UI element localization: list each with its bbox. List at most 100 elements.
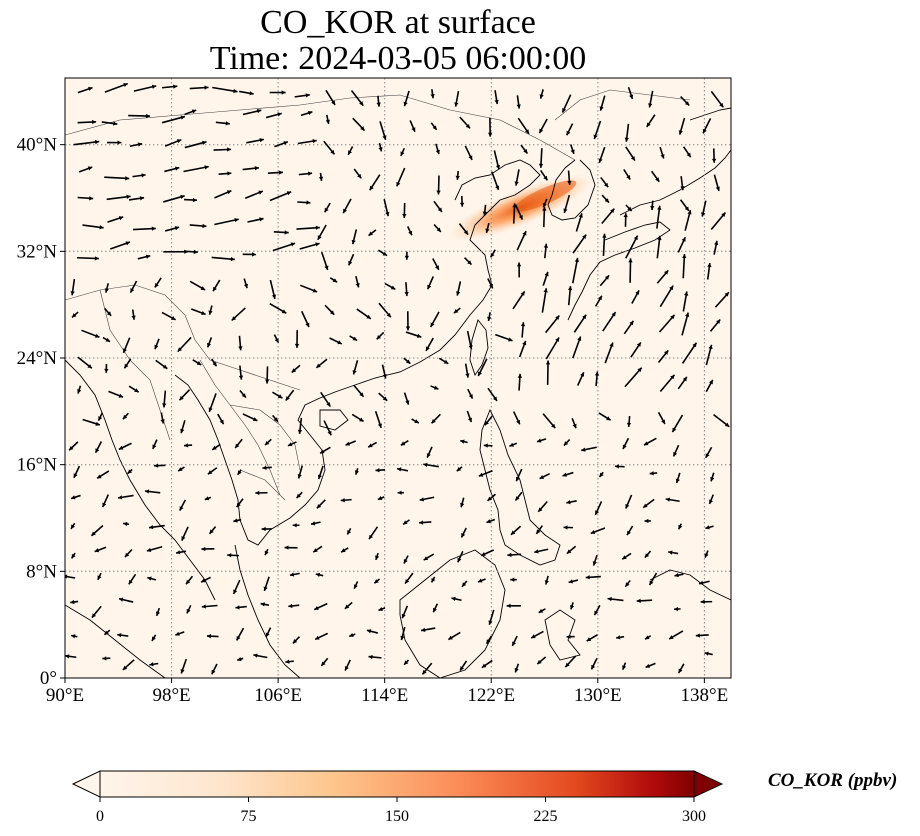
wind-arrow [602, 233, 607, 256]
wind-arrow [705, 344, 713, 366]
wind-arrow [520, 144, 529, 154]
wind-vectors [65, 82, 730, 675]
wind-arrow [657, 349, 669, 363]
wind-arrow [599, 274, 610, 287]
wind-arrow [78, 166, 93, 173]
wind-arrow [545, 337, 560, 360]
wind-arrow [318, 172, 324, 181]
wind-arrow [200, 576, 211, 583]
wind-arrow [705, 525, 714, 530]
wind-arrow [602, 311, 617, 332]
wind-arrow [530, 630, 544, 639]
wind-arrow [649, 471, 658, 476]
wind-arrow [495, 333, 513, 342]
wind-arrow [621, 662, 627, 670]
wind-arrow [340, 498, 352, 503]
wind-arrow [675, 472, 681, 484]
wind-arrow [659, 146, 665, 159]
wind-arrow [642, 498, 655, 509]
wind-arrow [453, 307, 461, 314]
wind-arrow [458, 223, 469, 236]
lon-tick-label: 130°E [574, 685, 622, 706]
wind-arrow [626, 415, 632, 427]
wind-arrow [204, 496, 212, 501]
wind-arrow [457, 551, 464, 563]
wind-arrow [684, 209, 692, 231]
wind-arrow [480, 549, 495, 557]
wind-arrow [447, 631, 461, 641]
wind-arrow [403, 659, 410, 666]
wind-arrow [91, 605, 102, 619]
wind-arrow [373, 578, 381, 584]
wind-arrow [292, 636, 301, 644]
wind-arrow [323, 140, 336, 155]
wind-arrow [273, 334, 280, 344]
wind-arrow [594, 295, 603, 307]
wind-arrow [624, 123, 630, 142]
wind-arrow [90, 524, 104, 537]
wind-arrow [384, 282, 396, 291]
wind-arrow [349, 335, 358, 342]
wind-arrow [405, 311, 411, 331]
map-panel [65, 78, 731, 678]
wind-arrow [404, 282, 409, 297]
wind-arrow [206, 337, 213, 348]
wind-arrow [231, 307, 246, 322]
wind-arrow [677, 236, 687, 253]
wind-arrow [459, 195, 465, 207]
wind-arrow [287, 441, 297, 447]
wind-arrow [563, 194, 571, 214]
wind-arrow [378, 302, 392, 318]
wind-arrow [598, 412, 612, 421]
wind-arrow [208, 305, 213, 315]
wind-arrow [430, 413, 441, 424]
wind-arrow [623, 320, 635, 335]
wind-arrow [467, 388, 474, 399]
colorbar-extend-max [693, 770, 724, 798]
wind-arrow [214, 217, 239, 226]
wind-arrow [320, 391, 331, 408]
wind-arrow [543, 243, 549, 259]
wind-arrow [456, 281, 462, 296]
wind-arrow [426, 276, 435, 290]
wind-arrow [325, 89, 336, 106]
wind-arrow [175, 550, 187, 555]
wind-arrow [650, 170, 660, 183]
wind-arrow [538, 148, 544, 168]
wind-arrow [411, 418, 420, 424]
wind-arrow [405, 331, 422, 338]
wind-arrow [677, 663, 685, 674]
lat-tick-label: 40°N [17, 135, 58, 156]
wind-arrow [487, 312, 492, 322]
wind-arrow [101, 494, 110, 508]
wind-arrow [378, 392, 388, 402]
wind-arrow [644, 635, 652, 640]
wind-arrow [514, 169, 520, 186]
wind-arrow [536, 656, 547, 665]
wind-arrow [347, 253, 355, 266]
wind-arrow [155, 359, 168, 370]
wind-arrow [235, 627, 245, 641]
wind-arrow [265, 112, 282, 119]
wind-arrow [70, 494, 81, 500]
wind-arrow [101, 121, 118, 126]
wind-arrow [133, 84, 157, 92]
wind-arrow [313, 602, 328, 611]
wind-arrow [460, 527, 467, 538]
country-borders [65, 89, 691, 501]
wind-arrow [137, 254, 151, 260]
wind-arrow [460, 439, 468, 444]
wind-arrow [628, 258, 633, 283]
lon-tick-label: 90°E [46, 685, 84, 706]
wind-arrow [601, 194, 610, 204]
wind-arrow [706, 262, 712, 280]
wind-arrow [110, 241, 131, 250]
wind-arrow [180, 420, 186, 434]
wind-arrow [636, 598, 653, 603]
colorbar-ticks: 0 75 150 225 300 [96, 797, 706, 825]
wind-arrow [459, 116, 471, 129]
wind-arrow [623, 213, 628, 227]
wind-arrow [433, 223, 442, 233]
wind-arrow [185, 575, 194, 585]
wind-arrow [674, 572, 684, 578]
